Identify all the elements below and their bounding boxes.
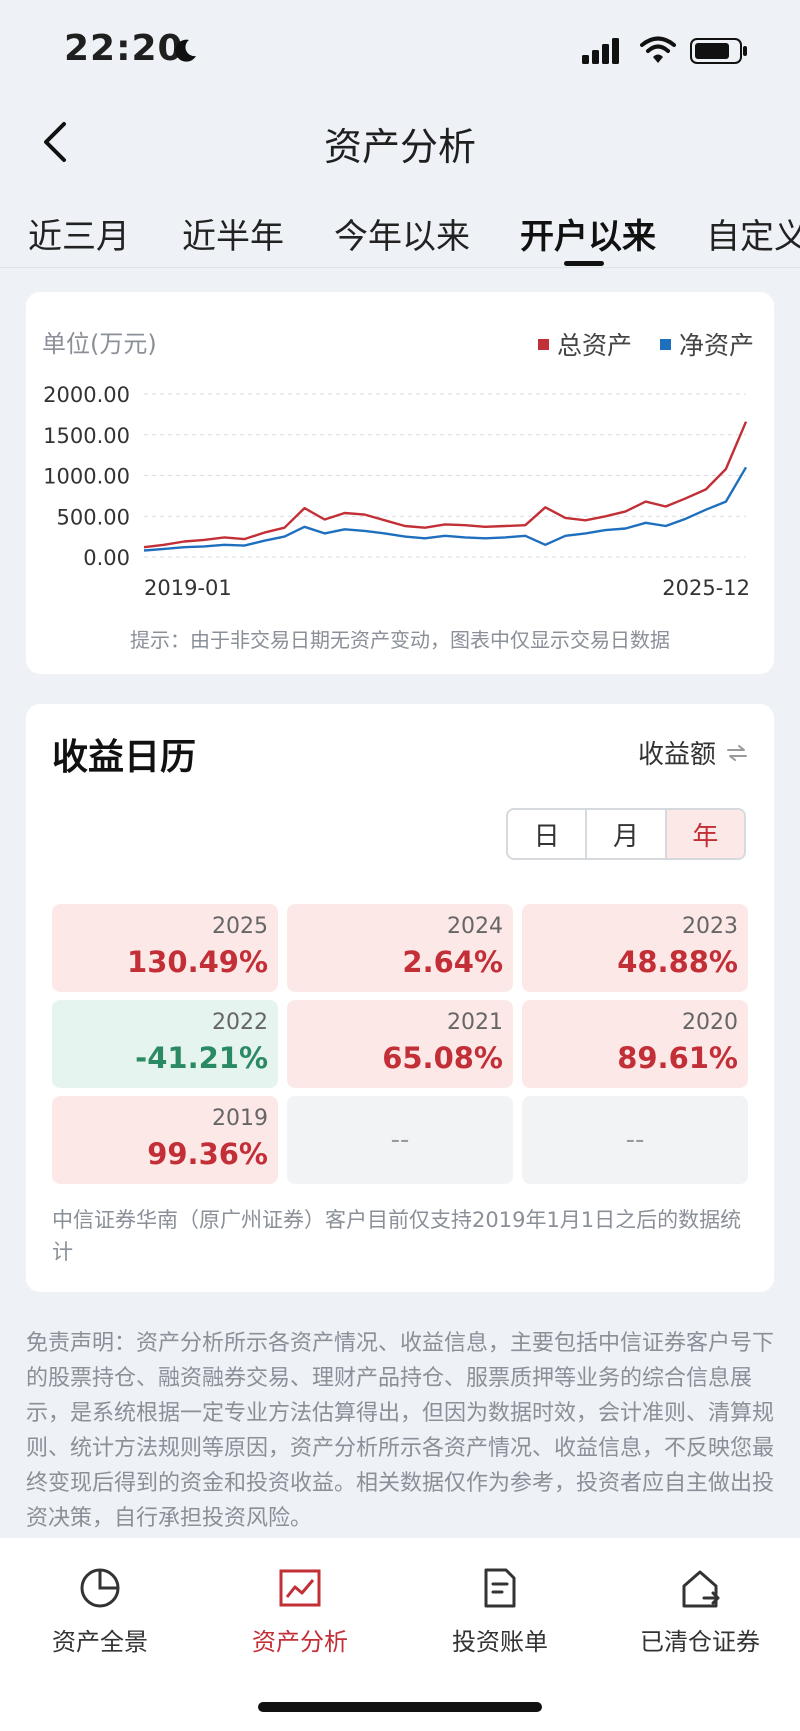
battery-icon (690, 38, 747, 64)
nav-bar: 资产分析 (0, 100, 800, 180)
metric-toggle-label: 收益额 (637, 740, 716, 770)
status-time: 22:20 (64, 28, 184, 69)
home-indicator (258, 1702, 542, 1712)
tab-cleared-securities[interactable]: 已清仓证券 (600, 1566, 800, 1657)
y-tick-label: 2000.00 (43, 383, 130, 407)
cell-year: 2023 (682, 914, 738, 939)
chart-unit-label: 单位(万元) (42, 330, 157, 358)
tab-3-months[interactable]: 近三月 (28, 217, 130, 257)
return-cell-2025[interactable]: 2025 130.49% (52, 904, 278, 992)
tab-label: 已清仓证券 (640, 1628, 760, 1656)
cell-return: 65.08% (382, 1041, 503, 1075)
tab-label: 投资账单 (452, 1628, 548, 1656)
cell-year: 2025 (212, 914, 268, 939)
legend-total-swatch (538, 338, 550, 350)
calendar-note: 中信证券华南（原广州证券）客户目前仅支持2019年1月1日之后的数据统计 (52, 1208, 742, 1264)
tab-asset-analysis[interactable]: 资产分析 (200, 1566, 400, 1657)
profit-calendar-card: 收益日历 收益额 日 月 年 2025 130.49% 2024 2.64% 2… (26, 704, 774, 1292)
net-assets-line (143, 466, 748, 552)
tab-6-months[interactable]: 近半年 (182, 217, 284, 257)
cell-return: 99.36% (147, 1137, 268, 1171)
y-tick-label: 1500.00 (43, 424, 130, 448)
legend-net-assets: 净资产 (659, 326, 754, 362)
cell-placeholder: -- (625, 1125, 645, 1155)
chart-legend: 总资产 净资产 (518, 326, 754, 362)
disclaimer-text: 免责声明：资产分析所示各资产情况、收益信息，主要包括中信证券客户号下的股票持仓、… (26, 1331, 775, 1531)
asset-line-chart[interactable]: 2000.00 1500.00 1000.00 500.00 0.00 2019-01 20… (26, 292, 774, 622)
cell-year: 2022 (212, 1010, 268, 1035)
chart-note: 提示：由于非交易日期无资产变动，图表中仅显示交易日数据 (130, 628, 670, 652)
return-cell-2019[interactable]: 2019 99.36% (52, 1096, 278, 1184)
tab-asset-overview[interactable]: 资产全景 (0, 1566, 200, 1657)
return-cell-2024[interactable]: 2024 2.64% (287, 904, 513, 992)
signal-icon (582, 38, 619, 64)
status-bar: 22:20 (0, 0, 800, 100)
cell-placeholder: -- (390, 1125, 410, 1155)
return-cell-2021[interactable]: 2021 65.08% (287, 1000, 513, 1088)
cell-year: 2024 (447, 914, 503, 939)
calendar-title: 收益日历 (52, 737, 197, 778)
cell-return: 130.49% (127, 945, 268, 979)
legend-total-assets: 总资产 (538, 326, 632, 362)
cell-return: 48.88% (617, 945, 738, 979)
cell-year: 2021 (447, 1010, 503, 1035)
pie-chart-icon (80, 1568, 120, 1608)
x-tick-label: 2019-01 (144, 576, 232, 600)
x-tick-label: 2025-12 (662, 576, 750, 600)
legend-total-label: 总资产 (557, 331, 633, 360)
legend-net-swatch (659, 338, 671, 350)
tab-label: 资产全景 (52, 1628, 148, 1656)
cell-year: 2019 (212, 1106, 268, 1131)
wifi-icon (640, 36, 676, 63)
line-chart-icon (279, 1569, 321, 1607)
return-cell-2023[interactable]: 2023 48.88% (522, 904, 748, 992)
tab-since-open[interactable]: 开户以来 (520, 217, 656, 257)
bill-icon (484, 1568, 516, 1608)
chevron-left-icon (44, 122, 66, 162)
period-year-button[interactable]: 年 (666, 810, 744, 858)
y-tick-label: 0.00 (83, 546, 130, 570)
return-cell-2020[interactable]: 2020 89.61% (522, 1000, 748, 1088)
asset-chart-card: 单位(万元) 总资产 净资产 2000.00 1500.00 1000.00 500.… (26, 292, 774, 674)
cell-return: 89.61% (617, 1041, 738, 1075)
moon-icon (175, 39, 196, 62)
return-cell-empty: -- (287, 1096, 513, 1184)
house-exit-icon (682, 1570, 720, 1608)
total-assets-line (143, 421, 748, 549)
cell-return: -41.21% (135, 1041, 268, 1075)
tab-investment-bill[interactable]: 投资账单 (400, 1566, 600, 1657)
tab-ytd[interactable]: 今年以来 (334, 217, 470, 257)
return-cell-empty: -- (522, 1096, 748, 1184)
tab-custom[interactable]: 自定义 (706, 217, 800, 257)
swap-icon (727, 744, 747, 761)
return-cell-2022[interactable]: 2022 -41.21% (52, 1000, 278, 1088)
cell-return: 2.64% (402, 945, 503, 979)
cell-year: 2020 (682, 1010, 738, 1035)
tab-active-indicator (564, 261, 604, 266)
y-tick-label: 1000.00 (43, 465, 130, 489)
bottom-tab-bar: 资产全景 资产分析 投资账单 已清仓证券 (0, 1538, 800, 1731)
range-tabs: 近三月 近半年 今年以来 开户以来 自定义 (0, 195, 800, 268)
tab-label: 资产分析 (252, 1628, 348, 1656)
back-button[interactable] (34, 118, 82, 166)
legend-net-label: 净资产 (678, 331, 754, 360)
period-day-button[interactable]: 日 (508, 810, 588, 858)
period-selector: 日 月 年 (506, 808, 746, 860)
metric-toggle[interactable]: 收益额 (638, 734, 748, 771)
y-tick-label: 500.00 (57, 505, 130, 529)
page-title: 资产分析 (323, 125, 476, 169)
period-month-button[interactable]: 月 (587, 810, 667, 858)
